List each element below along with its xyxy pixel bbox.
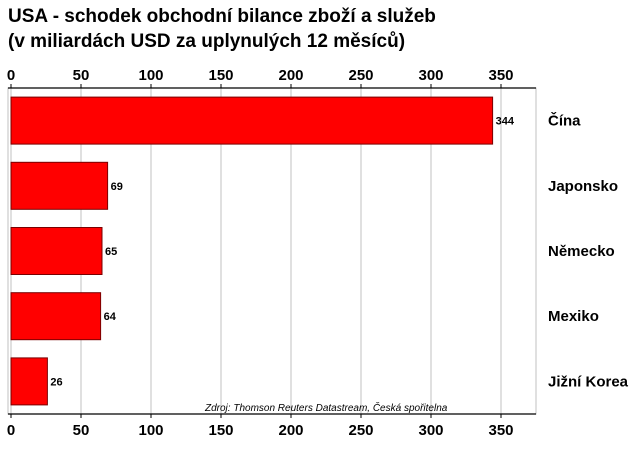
category-label: Německo (548, 243, 615, 260)
x-tick-label-top: 350 (488, 67, 513, 84)
x-tick-label-bottom: 250 (348, 422, 373, 439)
x-tick-label-top: 100 (138, 67, 163, 84)
x-tick-label-top: 50 (73, 67, 90, 84)
bar-data-label: 65 (105, 246, 117, 258)
bar (10, 161, 109, 210)
x-tick-label-bottom: 0 (7, 422, 15, 439)
category-label: Mexiko (548, 308, 599, 325)
category-label: Čína (548, 112, 581, 130)
x-tick-label-top: 150 (208, 67, 233, 84)
x-tick-label-top: 0 (7, 67, 15, 84)
x-tick-label-bottom: 50 (73, 422, 90, 439)
chart-title: USA - schodek obchodní bilance zboží a s… (8, 4, 436, 54)
x-tick-label-bottom: 100 (138, 422, 163, 439)
chart-title-line1: USA - schodek obchodní bilance zboží a s… (8, 6, 436, 27)
x-tick-label-top: 300 (418, 67, 443, 84)
bar-data-label: 69 (111, 181, 123, 193)
bar-data-label: 64 (104, 311, 117, 323)
x-tick-label-bottom: 350 (488, 422, 513, 439)
bar-data-label: 344 (496, 116, 515, 128)
bar (10, 227, 103, 275)
category-label: Japonsko (548, 178, 618, 195)
x-tick-label-bottom: 300 (418, 422, 443, 439)
bar (10, 96, 494, 145)
chart-title-line2: (v miliardách USD za uplynulých 12 měsíc… (8, 31, 406, 52)
x-tick-label-bottom: 200 (278, 422, 303, 439)
x-tick-label-bottom: 150 (208, 422, 233, 439)
x-tick-label-top: 200 (278, 67, 303, 84)
x-tick-label-top: 250 (348, 67, 373, 84)
source-note: Zdroj: Thomson Reuters Datastream, Česká… (204, 401, 448, 414)
category-label: Jižní Korea (548, 373, 629, 390)
bar (10, 357, 48, 406)
bar (10, 292, 102, 341)
bar-data-label: 26 (50, 376, 62, 388)
